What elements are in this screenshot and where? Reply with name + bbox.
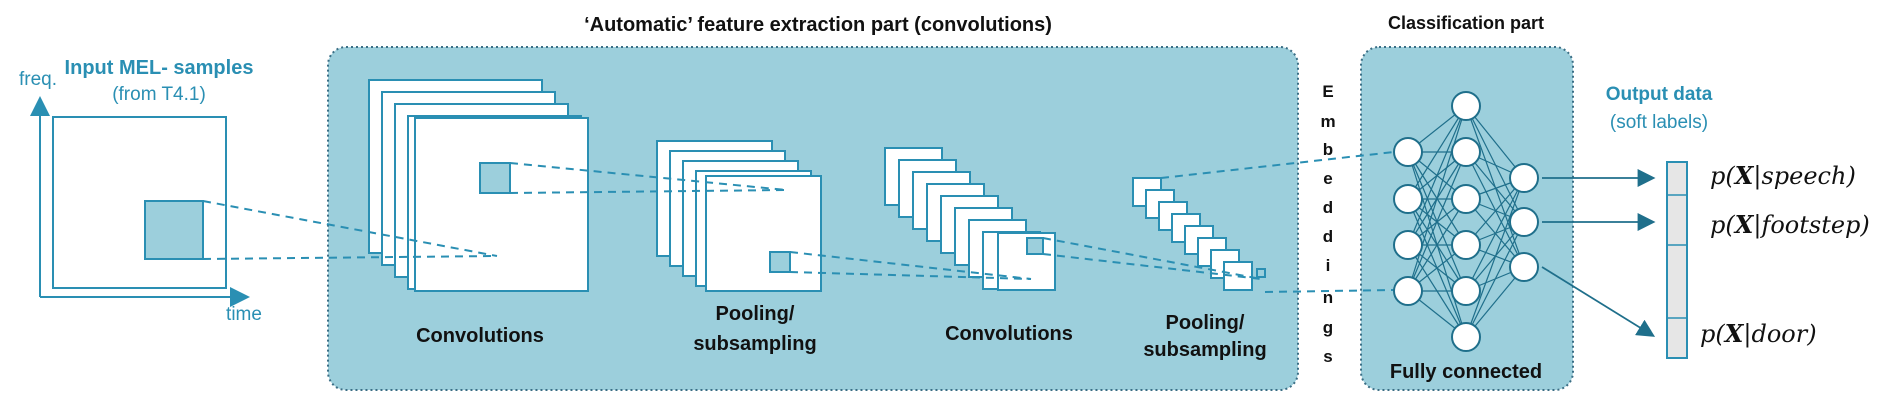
pool2-label-line2: subsampling	[1143, 339, 1266, 361]
nn-edge	[1407, 105, 1467, 246]
embeddings-letter: d	[1323, 198, 1333, 217]
output-arrows	[1541, 169, 1656, 337]
output-vector	[1666, 161, 1688, 359]
nn-node-layer-1	[1393, 276, 1423, 306]
fully-connected-nodes	[1393, 91, 1539, 352]
embeddings-letter: s	[1323, 347, 1332, 366]
nn-edge	[1465, 151, 1525, 268]
output-label-speech: p(X|speech)	[1710, 161, 1856, 191]
nn-edge	[1465, 177, 1525, 338]
nn-node-layer-3	[1509, 252, 1539, 282]
input-patch	[144, 200, 204, 260]
nn-edge	[1465, 266, 1525, 338]
nn-node-layer-2	[1451, 230, 1481, 260]
nn-edge	[1407, 198, 1467, 292]
nn-edge	[1465, 151, 1525, 223]
nn-edge	[1465, 221, 1525, 338]
output-label-footstep: p(X|footstep)	[1710, 210, 1870, 240]
nn-node-layer-2	[1451, 322, 1481, 352]
input-title: Input MEL- samples	[65, 57, 254, 79]
embeddings-label: E m b e d d i n g s	[1320, 82, 1335, 366]
pool2-window	[1256, 268, 1266, 278]
pool1-label-line1: Pooling/	[716, 303, 795, 325]
embeddings-letter: g	[1323, 318, 1333, 337]
conv2-feature-maps	[884, 147, 1056, 291]
nn-node-layer-3	[1509, 163, 1539, 193]
nn-edge	[1407, 151, 1467, 292]
nn-edge	[1407, 105, 1467, 200]
conv2-label: Convolutions	[945, 323, 1073, 345]
output-label-door: p(X|door)	[1700, 319, 1817, 349]
conv2-kernel	[1026, 237, 1044, 255]
classification-title: Classification part	[1388, 13, 1544, 33]
embeddings-letter: d	[1323, 227, 1333, 246]
fully-connected-label: Fully connected	[1390, 361, 1542, 383]
nn-node-layer-1	[1393, 230, 1423, 260]
output-subtitle: (soft labels)	[1610, 112, 1708, 133]
output-title: Output data	[1606, 84, 1713, 105]
conv1-kernel	[479, 162, 511, 194]
embeddings-letter: n	[1323, 288, 1333, 307]
pool2-label-line1: Pooling/	[1166, 312, 1245, 334]
projection-lines	[202, 151, 1395, 293]
nn-edge	[1407, 105, 1467, 292]
embeddings-letter: e	[1323, 169, 1332, 188]
conv1-label: Convolutions	[416, 325, 544, 347]
feature-extraction-title: ‘Automatic’ feature extraction part (con…	[584, 14, 1052, 36]
embeddings-letter: i	[1326, 256, 1331, 275]
nn-node-layer-1	[1393, 184, 1423, 214]
nn-node-layer-1	[1393, 137, 1423, 167]
freq-axis-label: freq.	[19, 69, 57, 90]
time-axis-label: time	[226, 304, 262, 325]
input-subtitle: (from T4.1)	[112, 84, 206, 105]
nn-node-layer-2	[1451, 184, 1481, 214]
nn-node-layer-2	[1451, 137, 1481, 167]
pool1-label-line2: subsampling	[693, 333, 816, 355]
embeddings-letter: b	[1323, 140, 1333, 159]
nn-node-layer-2	[1451, 276, 1481, 306]
conv1-feature-maps	[368, 79, 589, 292]
embeddings-letter: m	[1320, 112, 1335, 131]
output-arrow-door	[1541, 266, 1656, 337]
pool1-window	[769, 251, 791, 273]
nn-node-layer-2	[1451, 91, 1481, 121]
embeddings-letter: E	[1322, 82, 1333, 101]
nn-edge	[1465, 105, 1525, 179]
nn-edge	[1465, 177, 1525, 292]
pool1-feature-maps	[656, 140, 822, 292]
nn-edge	[1465, 105, 1525, 223]
nn-node-layer-3	[1509, 207, 1539, 237]
